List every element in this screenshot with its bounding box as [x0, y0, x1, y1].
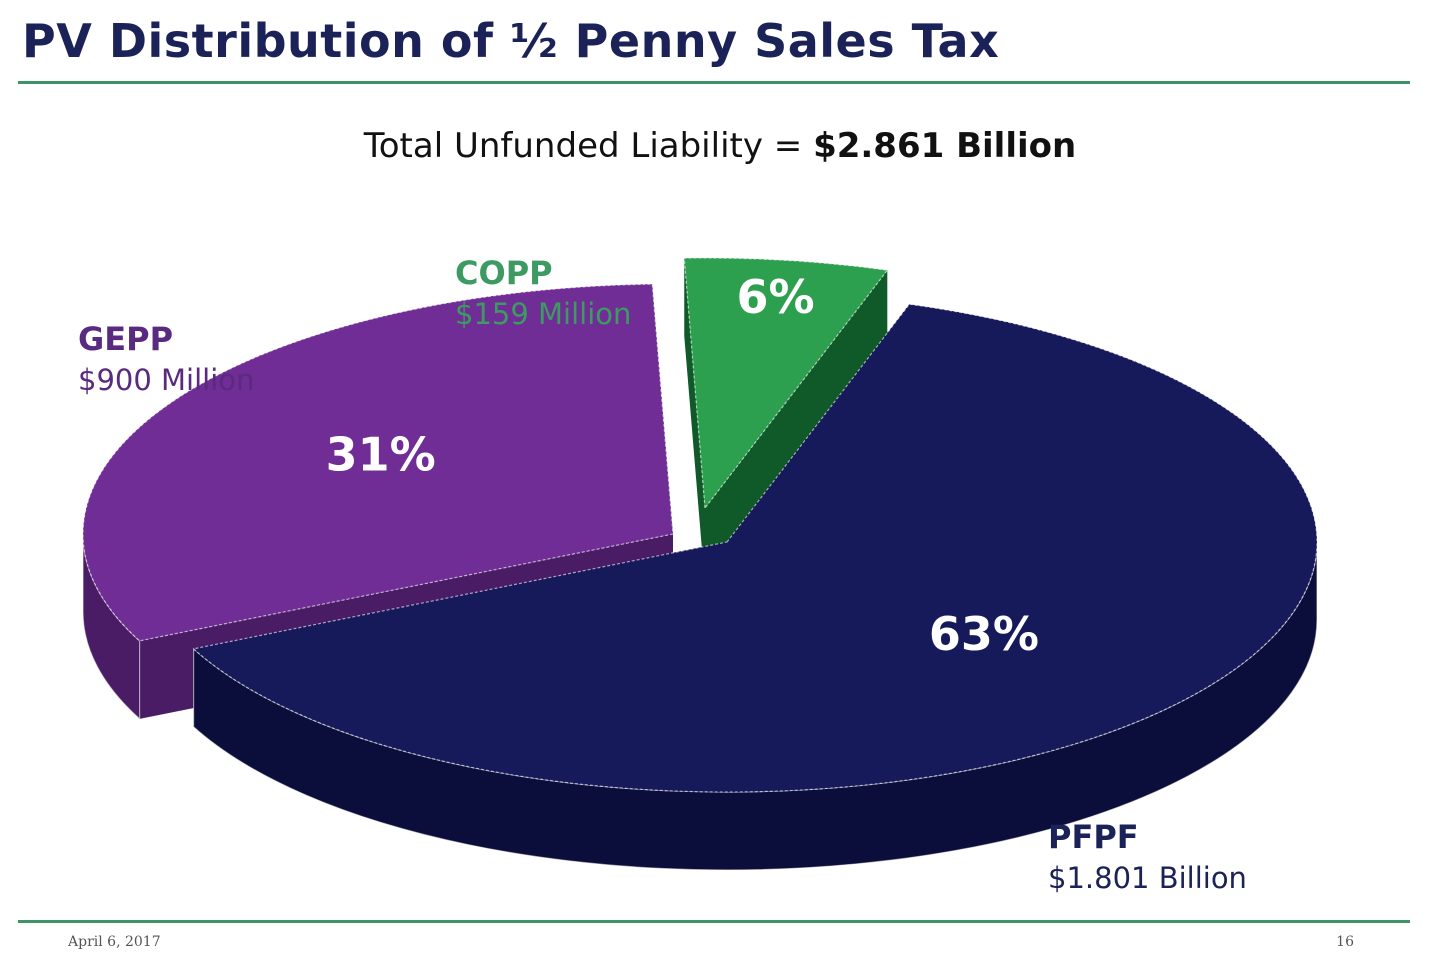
slice-copp: 6% — [683, 257, 889, 586]
subtitle-total-value: $2.861 Billion — [813, 126, 1077, 166]
slice-top-pfpf — [192, 303, 1318, 793]
amount-label-copp: $159 Million — [455, 297, 631, 331]
pie-slices: 31% 6% 63% — [82, 257, 1318, 871]
percent-label-copp: 6% — [737, 270, 815, 324]
slide-title: PV Distribution of ½ Penny Sales Tax — [22, 14, 1000, 68]
percent-label-gepp: 31% — [326, 428, 436, 482]
slice-wall-start-copp — [684, 258, 705, 586]
slice-pfpf: 63% — [192, 303, 1318, 871]
category-label-gepp: GEPP — [78, 320, 173, 358]
slice-wall-end-copp — [705, 270, 888, 586]
footer-divider — [18, 920, 1410, 923]
title-divider — [18, 81, 1410, 84]
chart-subtitle: Total Unfunded Liability = $2.861 Billio… — [0, 126, 1440, 166]
footer-date: April 6, 2017 — [68, 934, 161, 950]
slice-top-copp — [683, 257, 889, 510]
slice-top-gepp — [82, 283, 674, 642]
percent-label-pfpf: 63% — [929, 607, 1039, 661]
category-label-copp: COPP — [455, 254, 553, 292]
page-number: 16 — [1336, 934, 1354, 950]
amount-label-gepp: $900 Million — [78, 363, 254, 397]
amount-label-pfpf: $1.801 Billion — [1048, 861, 1247, 895]
pie-labels: PFPF $1.801 Billion GEPP $900 Million COPP $1… — [78, 254, 1247, 895]
category-label-pfpf: PFPF — [1048, 818, 1139, 856]
subtitle-prefix: Total Unfunded Liability = — [363, 126, 814, 166]
